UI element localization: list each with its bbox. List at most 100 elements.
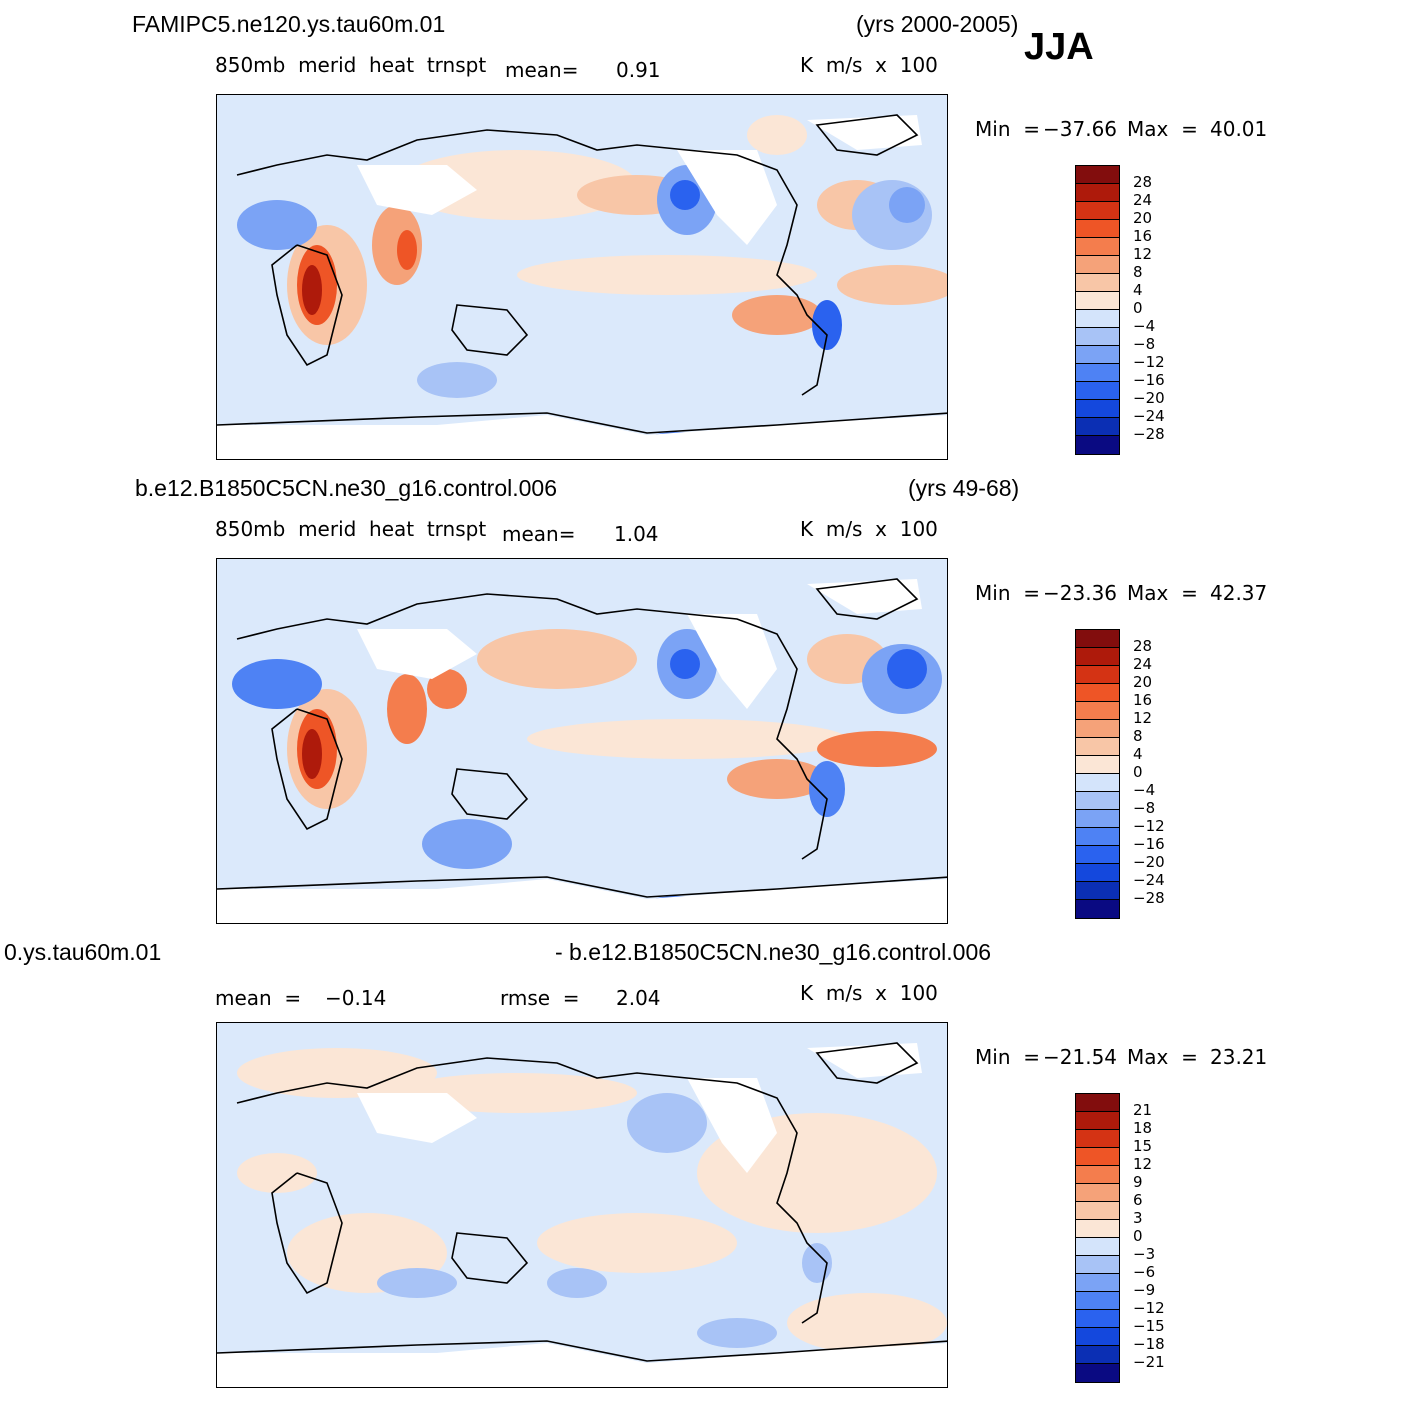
panel2-years: (yrs 49-68) <box>908 475 1020 501</box>
colorbar-swatch <box>1076 1148 1119 1166</box>
colorbar-swatch <box>1076 436 1119 454</box>
colorbar-tick-label: −8 <box>1133 799 1156 817</box>
colorbar-swatch <box>1076 1274 1119 1292</box>
colorbar-swatch <box>1076 166 1119 184</box>
colorbar-swatch <box>1076 1130 1119 1148</box>
colorbar-swatch <box>1076 382 1119 400</box>
colorbar-swatch <box>1076 418 1119 436</box>
colorbar-tick-label: −16 <box>1133 371 1165 389</box>
colorbar-tick-label: 28 <box>1133 637 1153 655</box>
panel2-mean-label: mean= <box>502 522 576 546</box>
panel1-map <box>216 94 948 460</box>
colorbar-swatch <box>1076 774 1119 792</box>
colorbar-swatch <box>1076 828 1119 846</box>
colorbar-swatch <box>1076 864 1119 882</box>
colorbar-tick-label: 12 <box>1133 245 1153 263</box>
panel2-mean-value: 1.04 <box>614 522 659 546</box>
colorbar-swatch <box>1076 1364 1119 1382</box>
colorbar-tick-label: 20 <box>1133 673 1153 691</box>
panel2-min-value: −23.36 <box>1043 581 1118 605</box>
colorbar-tick-label: −20 <box>1133 853 1165 871</box>
panel3-min-value: −21.54 <box>1043 1045 1118 1069</box>
panel1-max-label: Max = <box>1127 117 1198 141</box>
panel3-rmse-value: 2.04 <box>616 986 661 1010</box>
colorbar-tick-label: −28 <box>1133 889 1165 907</box>
colorbar-swatch <box>1076 202 1119 220</box>
colorbar-tick-label: 9 <box>1133 1173 1143 1191</box>
colorbar-tick-label: 24 <box>1133 191 1153 209</box>
colorbar-swatch <box>1076 1202 1119 1220</box>
colorbar-swatch <box>1076 702 1119 720</box>
colorbar-tick-label: −21 <box>1133 1353 1165 1371</box>
colorbar-swatch <box>1076 364 1119 382</box>
colorbar-swatch <box>1076 184 1119 202</box>
colorbar-tick-label: −24 <box>1133 407 1165 425</box>
colorbar-swatch <box>1076 810 1119 828</box>
colorbar-swatch <box>1076 1094 1119 1112</box>
panel3-case-left: 0.ys.tau60m.01 <box>4 939 162 965</box>
panel3-mean-label: mean = <box>215 986 302 1010</box>
colorbar-tick-label: 0 <box>1133 763 1143 781</box>
panel3-colorbar <box>1075 1093 1120 1383</box>
season-label: JJA <box>1024 26 1094 68</box>
colorbar-swatch <box>1076 256 1119 274</box>
colorbar-tick-label: 8 <box>1133 727 1143 745</box>
colorbar-tick-label: −16 <box>1133 835 1165 853</box>
colorbar-swatch <box>1076 738 1119 756</box>
panel1-units: K m/s x 100 <box>800 53 938 77</box>
panel1-min-value: −37.66 <box>1043 117 1118 141</box>
colorbar-tick-label: 21 <box>1133 1101 1153 1119</box>
colorbar-tick-label: −12 <box>1133 353 1165 371</box>
colorbar-swatch <box>1076 1238 1119 1256</box>
panel3-rmse-label: rmse = <box>500 986 580 1010</box>
panel2-map <box>216 558 948 924</box>
colorbar-tick-label: 0 <box>1133 299 1143 317</box>
colorbar-tick-label: 15 <box>1133 1137 1153 1155</box>
colorbar-tick-label: 16 <box>1133 227 1153 245</box>
colorbar-tick-label: 6 <box>1133 1191 1143 1209</box>
panel2-field-label: 850mb merid heat trnspt <box>215 517 487 541</box>
colorbar-swatch <box>1076 720 1119 738</box>
colorbar-swatch <box>1076 292 1119 310</box>
colorbar-tick-label: −28 <box>1133 425 1165 443</box>
panel2-units: K m/s x 100 <box>800 517 938 541</box>
panel3-max-label: Max = <box>1127 1045 1198 1069</box>
colorbar-tick-label: 4 <box>1133 745 1143 763</box>
colorbar-swatch <box>1076 882 1119 900</box>
panel1-colorbar <box>1075 165 1120 455</box>
colorbar-tick-label: 18 <box>1133 1119 1153 1137</box>
colorbar-swatch <box>1076 238 1119 256</box>
colorbar-tick-label: −9 <box>1133 1281 1156 1299</box>
colorbar-tick-label: 20 <box>1133 209 1153 227</box>
colorbar-swatch <box>1076 1346 1119 1364</box>
panel1-min-label: Min = <box>975 117 1040 141</box>
colorbar-swatch <box>1076 1292 1119 1310</box>
colorbar-tick-label: 24 <box>1133 655 1153 673</box>
colorbar-swatch <box>1076 648 1119 666</box>
colorbar-tick-label: 16 <box>1133 691 1153 709</box>
panel2-min-label: Min = <box>975 581 1040 605</box>
colorbar-swatch <box>1076 274 1119 292</box>
panel1-field-label: 850mb merid heat trnspt <box>215 53 487 77</box>
colorbar-tick-label: 8 <box>1133 263 1143 281</box>
colorbar-swatch <box>1076 684 1119 702</box>
panel1-mean-value: 0.91 <box>616 58 661 82</box>
colorbar-tick-label: −12 <box>1133 1299 1165 1317</box>
colorbar-swatch <box>1076 400 1119 418</box>
colorbar-swatch <box>1076 328 1119 346</box>
colorbar-swatch <box>1076 846 1119 864</box>
panel3-map <box>216 1022 948 1388</box>
colorbar-tick-label: −15 <box>1133 1317 1165 1335</box>
colorbar-tick-label: −18 <box>1133 1335 1165 1353</box>
panel2-colorbar <box>1075 629 1120 919</box>
colorbar-swatch <box>1076 1112 1119 1130</box>
colorbar-tick-label: −6 <box>1133 1263 1156 1281</box>
panel3-min-label: Min = <box>975 1045 1040 1069</box>
panel3-case-right: - b.e12.B1850C5CN.ne30_g16.control.006 <box>555 939 992 965</box>
colorbar-swatch <box>1076 792 1119 810</box>
colorbar-tick-label: −20 <box>1133 389 1165 407</box>
colorbar-tick-label: 3 <box>1133 1209 1143 1227</box>
colorbar-swatch <box>1076 1310 1119 1328</box>
colorbar-swatch <box>1076 1220 1119 1238</box>
colorbar-tick-label: −12 <box>1133 817 1165 835</box>
